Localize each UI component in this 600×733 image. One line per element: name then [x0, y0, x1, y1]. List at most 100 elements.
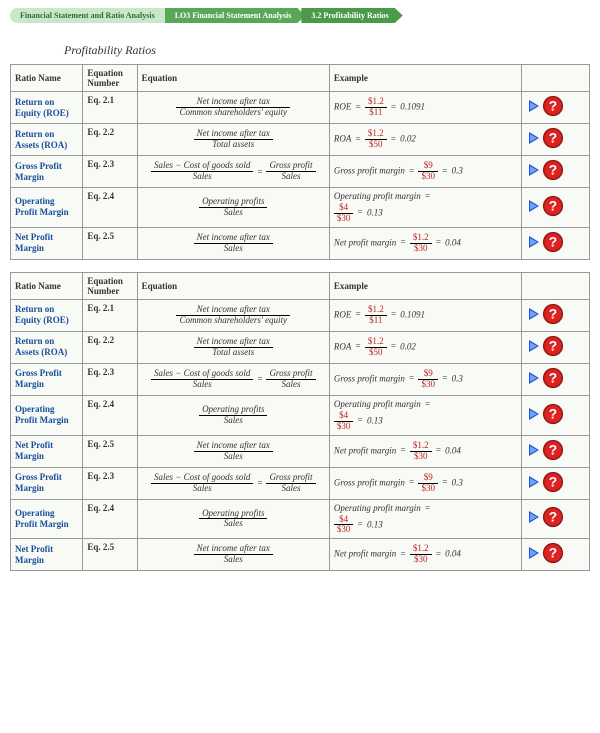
play-icon[interactable] [526, 306, 542, 325]
svg-text:?: ? [549, 546, 557, 561]
ratio-name-link[interactable]: Return on Equity (ROE) [15, 304, 69, 325]
help-icon[interactable]: ? [542, 542, 564, 567]
play-icon[interactable] [526, 234, 542, 253]
example-denominator: $30 [418, 484, 438, 494]
table-row: Net Profit Margin Eq. 2.5Net income after… [11, 539, 590, 571]
ratio-name-link[interactable]: Net Profit Margin [15, 440, 53, 461]
col-header-actions [522, 272, 590, 299]
breadcrumb-item-2[interactable]: LO3 Financial Statement Analysis [165, 8, 306, 23]
example-denominator: $30 [334, 422, 354, 432]
table-row: Operating Profit MarginEq. 2.4Operating … [11, 395, 590, 435]
help-icon[interactable]: ? [542, 231, 564, 256]
play-icon[interactable] [526, 162, 542, 181]
example-lhs: Gross profit margin [334, 477, 405, 487]
example-result: 0.1091 [400, 102, 425, 112]
table-row: Net Profit MarginEq. 2.5Net income after… [11, 435, 590, 467]
svg-text:?: ? [549, 198, 557, 213]
equation-number: Eq. 2.2 [83, 124, 137, 156]
breadcrumb-item-1[interactable]: Financial Statement and Ratio Analysis [10, 8, 169, 23]
equation-cell: Net income after taxSales [137, 539, 329, 571]
example-result: 0.1091 [400, 309, 425, 319]
table-header: Ratio Name Equation Number Equation Exam… [11, 272, 590, 299]
play-icon[interactable] [526, 370, 542, 389]
play-icon[interactable] [526, 338, 542, 357]
example-lhs: ROE [334, 102, 352, 112]
ratio-name-link[interactable]: Net Profit Margin [15, 544, 53, 565]
help-icon[interactable]: ? [542, 195, 564, 220]
equation-denominator: Total assets [194, 348, 273, 358]
col-header-example: Example [329, 65, 521, 92]
actions-cell: ? [522, 156, 590, 188]
actions-cell: ? [522, 395, 590, 435]
example-cell: ROA = $1.2$50 = 0.02 [329, 331, 521, 363]
help-icon[interactable]: ? [542, 403, 564, 428]
play-icon[interactable] [526, 198, 542, 217]
help-icon[interactable]: ? [542, 367, 564, 392]
equation-denominator: Total assets [194, 140, 273, 150]
equation-cell: Net income after taxTotal assets [137, 331, 329, 363]
ratio-name-link[interactable]: Gross Profit Margin [15, 161, 62, 182]
equation-number: Eq. 2.5 [83, 227, 137, 259]
svg-text:?: ? [549, 306, 557, 321]
ratio-name-link[interactable]: Return on Equity (ROE) [15, 97, 69, 118]
ratio-name-link[interactable]: Net Profit Margin [15, 232, 53, 253]
example-denominator: $50 [365, 140, 387, 150]
equation-denominator: Common shareholders' equity [176, 108, 290, 118]
ratio-name-link[interactable]: Operating Profit Margin [15, 404, 69, 425]
example-cell: Gross profit margin = $9$30 = 0.3 [329, 156, 521, 188]
svg-text:?: ? [549, 99, 557, 114]
example-lhs: Operating profit margin [334, 503, 421, 513]
example-lhs: ROA [334, 134, 351, 144]
equation-denominator: Sales [194, 452, 273, 462]
actions-cell: ? [522, 435, 590, 467]
play-icon[interactable] [526, 130, 542, 149]
table-row: Return on Equity (ROE)Eq. 2.1Net income … [11, 92, 590, 124]
ratio-name-link[interactable]: Gross Profit Margin [15, 472, 62, 493]
svg-text:?: ? [549, 338, 557, 353]
ratio-name-link[interactable]: Operating Profit Margin [15, 508, 69, 529]
help-icon[interactable]: ? [542, 127, 564, 152]
play-icon[interactable] [526, 509, 542, 528]
table-row: Gross Profit MarginEq. 2.3Sales − Cost o… [11, 363, 590, 395]
col-header-example: Example [329, 272, 521, 299]
actions-cell: ? [522, 227, 590, 259]
help-icon[interactable]: ? [542, 159, 564, 184]
svg-text:?: ? [549, 370, 557, 385]
equation-denominator: Sales [199, 416, 267, 426]
help-icon[interactable]: ? [542, 439, 564, 464]
play-icon[interactable] [526, 406, 542, 425]
example-lhs: Gross profit margin [334, 166, 405, 176]
example-cell: Gross profit margin = $9$30 = 0.3 [329, 363, 521, 395]
example-lhs: ROE [334, 309, 352, 319]
example-denominator: $11 [365, 108, 387, 118]
actions-cell: ? [522, 499, 590, 539]
example-result: 0.3 [452, 166, 463, 176]
example-result: 0.04 [445, 445, 461, 455]
example-cell: ROA = $1.2$50 = 0.02 [329, 124, 521, 156]
help-icon[interactable]: ? [542, 303, 564, 328]
ratio-name-link[interactable]: Operating Profit Margin [15, 196, 69, 217]
play-icon[interactable] [526, 545, 542, 564]
svg-text:?: ? [549, 510, 557, 525]
ratio-name-link[interactable]: Return on Assets (ROA) [15, 336, 67, 357]
help-icon[interactable]: ? [542, 95, 564, 120]
equation-number: Eq. 2.5 [83, 539, 137, 571]
svg-text:?: ? [549, 474, 557, 489]
example-lhs: Operating profit margin [334, 399, 421, 409]
play-icon[interactable] [526, 474, 542, 493]
example-cell: Operating profit margin =$4$30 = 0.13 [329, 188, 521, 228]
svg-text:?: ? [549, 131, 557, 146]
example-result: 0.02 [400, 341, 416, 351]
actions-cell: ? [522, 363, 590, 395]
ratio-name-link[interactable]: Return on Assets (ROA) [15, 129, 67, 150]
play-icon[interactable] [526, 98, 542, 117]
table-row: Return on Assets (ROA)Eq. 2.2Net income … [11, 331, 590, 363]
ratios-table-1: Ratio Name Equation Number Equation Exam… [10, 64, 590, 260]
example-cell: ROE = $1.2$11 = 0.1091 [329, 299, 521, 331]
breadcrumb-item-3[interactable]: 3.2 Profitability Ratios [301, 8, 402, 23]
play-icon[interactable] [526, 442, 542, 461]
help-icon[interactable]: ? [542, 335, 564, 360]
help-icon[interactable]: ? [542, 471, 564, 496]
ratio-name-link[interactable]: Gross Profit Margin [15, 368, 62, 389]
help-icon[interactable]: ? [542, 506, 564, 531]
